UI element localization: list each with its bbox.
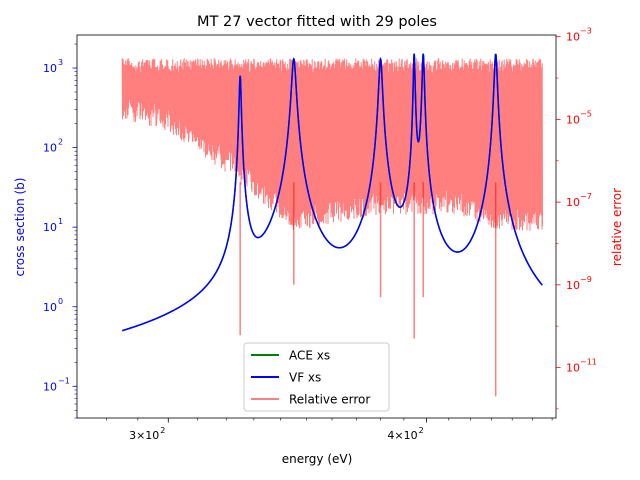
x-tick-mid-1: ×10 <box>394 429 417 442</box>
legend-label-relative-error: Relative error <box>289 393 370 407</box>
y-axis-label: cross section (b) <box>13 178 27 277</box>
legend-box <box>243 342 390 412</box>
y2-axis-label: relative error <box>610 188 624 266</box>
y2-tick-base-1: 10 <box>566 279 580 292</box>
legend-label-vf-xs: VF xs <box>289 371 321 385</box>
y-tick-exp-4: 3 <box>58 58 63 67</box>
x-tick-label-1: 4×10 <box>387 429 417 442</box>
x-tick-exp-0: 2 <box>160 426 165 435</box>
y2-tick-exp-2: −7 <box>580 192 592 201</box>
x-axis-label: energy (eV) <box>282 452 353 466</box>
y2-tick-base-4: 10 <box>566 31 580 44</box>
y2-tick-base-3: 10 <box>566 113 580 126</box>
y-tick-exp-0: −1 <box>58 376 70 385</box>
y2-tick-exp-0: −11 <box>580 357 597 366</box>
legend: ACE xs VF xs Relative error <box>243 342 390 412</box>
y-tick-base-3: 10 <box>43 142 57 155</box>
x-tick-base-1: 4 <box>387 429 394 442</box>
y2-tick-base-0: 10 <box>566 361 580 374</box>
y2-tick-exp-1: −9 <box>580 275 592 284</box>
y2-tick-exp-3: −5 <box>580 109 592 118</box>
y-tick-base-0: 10 <box>43 380 57 393</box>
plot-data <box>121 53 543 397</box>
chart-title: MT 27 vector fitted with 29 poles <box>197 14 437 30</box>
vf-xs-line <box>122 53 543 332</box>
axes-frame <box>76 34 557 419</box>
y-tick-base-2: 10 <box>43 221 57 234</box>
y2-tick-base-2: 10 <box>566 196 580 209</box>
y-tick-base-4: 10 <box>43 62 57 75</box>
x-tick-label-0: 3×10 <box>129 429 159 442</box>
y-tick-base-1: 10 <box>43 301 57 314</box>
x-tick-base-0: 3 <box>129 429 136 442</box>
y-tick-exp-3: 2 <box>58 138 63 147</box>
x-tick-mid-0: ×10 <box>136 429 159 442</box>
y-tick-exp-2: 1 <box>58 217 63 226</box>
x-tick-exp-1: 2 <box>419 426 424 435</box>
relative-error-line <box>121 58 543 231</box>
legend-label-ace-xs: ACE xs <box>289 349 330 363</box>
y2-tick-exp-4: −3 <box>580 27 592 36</box>
y-tick-exp-1: 0 <box>58 297 63 306</box>
